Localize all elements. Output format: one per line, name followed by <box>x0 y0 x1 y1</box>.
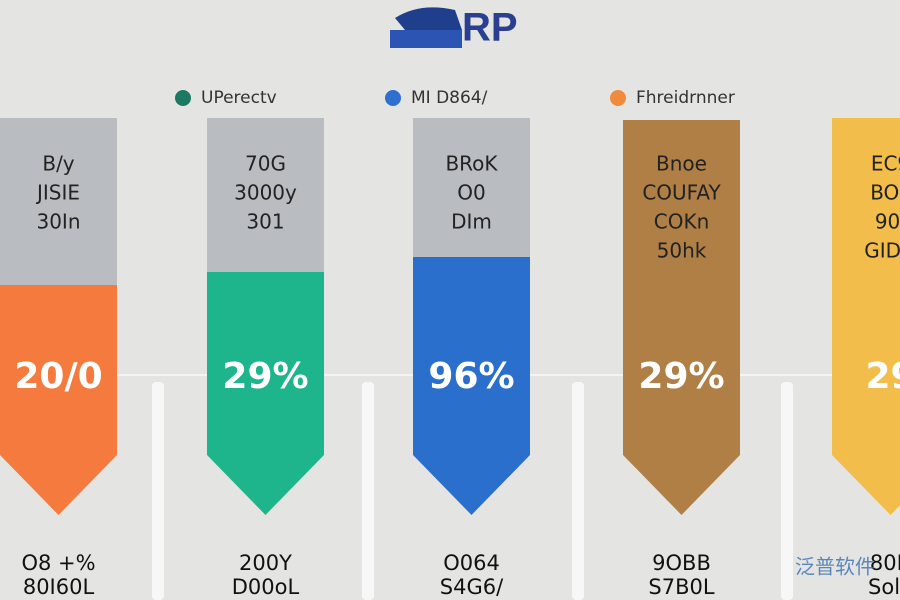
logo-mark <box>390 30 462 48</box>
column-top-text: 90I <box>875 210 900 234</box>
column-bottom-text: Sole <box>868 575 900 599</box>
column-arrow <box>413 257 530 515</box>
column-percent: 29% <box>638 356 724 397</box>
column-top-text: EC9 <box>871 152 900 176</box>
column-header <box>207 118 324 272</box>
column-bottom-text: O064 <box>443 551 500 575</box>
post <box>572 382 584 600</box>
legend-dot <box>385 90 401 106</box>
legend-dot <box>175 90 191 106</box>
column-top-text: BOF <box>870 181 900 205</box>
column-top-text: Bnoe <box>656 152 707 176</box>
column-header <box>0 118 117 285</box>
column-top-text: 70G <box>245 152 286 176</box>
column-percent: 29% <box>222 356 308 397</box>
column-top-text: 30In <box>36 210 80 234</box>
post <box>152 382 164 600</box>
legend-dot <box>610 90 626 106</box>
column-top-text: BRoK <box>445 152 498 176</box>
legend-label: Fhreidrnner <box>636 88 735 108</box>
column-arrow <box>207 272 324 515</box>
column-arrow <box>623 120 740 515</box>
post <box>362 382 374 600</box>
column-top-text: JISIE <box>35 181 80 205</box>
watermark: 泛普软件 <box>795 555 875 579</box>
column-bottom-text: S4G6/ <box>440 575 504 599</box>
column-percent: 20/0 <box>14 356 102 397</box>
column-top-text: 3000y <box>234 181 297 205</box>
column-bottom-text: D00oL <box>232 575 300 599</box>
logo-mark <box>395 7 462 31</box>
column-bottom-text: 80B <box>870 551 900 575</box>
column-percent: 96% <box>428 356 514 397</box>
column-percent: 29 <box>865 356 900 397</box>
post <box>781 382 793 600</box>
column-header <box>413 118 530 257</box>
column-top-text: COKn <box>654 210 710 234</box>
column-top-text: 301 <box>246 210 284 234</box>
column-bottom-text: 80I60L <box>23 575 95 599</box>
legend-label: MI D864/ <box>411 88 488 108</box>
logo-text: RP <box>462 6 518 50</box>
column-arrow <box>832 118 900 515</box>
column-top-text: GIDO <box>864 239 900 263</box>
column-bottom-text: S7B0L <box>648 575 714 599</box>
column-top-text: COUFAY <box>642 181 721 205</box>
column-bottom-text: 200Y <box>239 551 292 575</box>
column-arrow <box>0 285 117 515</box>
column-bottom-text: 9OBB <box>652 551 711 575</box>
legend-label: UPerectv <box>201 88 277 108</box>
column-top-text: DIm <box>451 210 492 234</box>
logo: RP <box>390 6 518 50</box>
column-bottom-text: O8 +% <box>21 551 95 575</box>
column-top-text: O0 <box>457 181 485 205</box>
column-top-text: B/y <box>42 152 74 176</box>
column-top-text: 50hk <box>657 239 707 263</box>
